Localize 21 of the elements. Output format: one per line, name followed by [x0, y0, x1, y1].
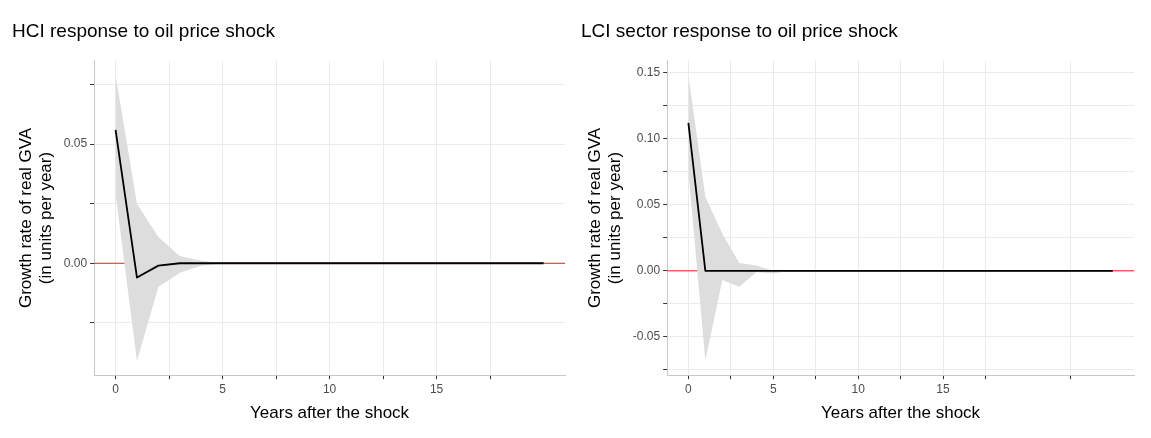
x-axis-title: Years after the shock	[250, 403, 410, 423]
x-axis-title: Years after the shock	[821, 403, 981, 423]
y-tick-label: -0.05	[632, 329, 661, 344]
x-tick-label: 15	[429, 381, 444, 396]
x-tick-label: 0	[685, 381, 693, 396]
chart-title: HCI response to oil price shock	[12, 19, 276, 41]
x-tick-label: 10	[322, 381, 337, 396]
y-tick-label: 0.05	[636, 197, 661, 212]
x-tick-label: 10	[851, 381, 866, 396]
x-tick-label: 5	[219, 381, 227, 396]
y-axis-title: Growth rate of real GVA (in units per year)	[584, 127, 625, 309]
y-tick-label: 0.00	[636, 263, 661, 278]
x-tick-label: 5	[769, 381, 777, 396]
y-tick-label: 0.00	[63, 255, 88, 270]
y-axis-title: Growth rate of real GVA (in units per year)	[15, 127, 56, 309]
y-tick-label: 0.15	[636, 65, 661, 79]
chart-title: LCI sector response to oil price shock	[581, 19, 899, 41]
x-tick-label: 0	[112, 381, 120, 396]
x-tick-label: 15	[936, 381, 951, 396]
y-tick-label: 0.05	[63, 136, 88, 151]
y-tick-label: 0.10	[636, 131, 661, 146]
